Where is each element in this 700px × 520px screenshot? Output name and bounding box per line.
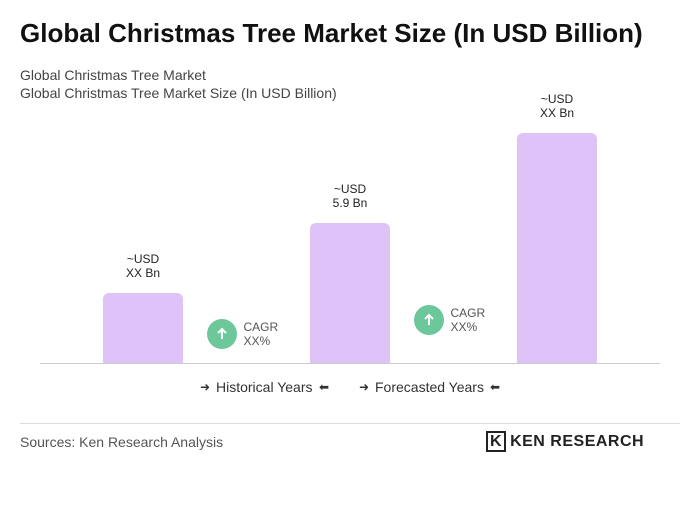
cagr-icon bbox=[413, 305, 444, 335]
logo-text: KEN RESEARCH bbox=[510, 433, 645, 450]
bar bbox=[103, 293, 183, 363]
arrow-icon: ⬅ bbox=[319, 380, 330, 394]
value-label: ~USD XX Bn bbox=[539, 92, 575, 121]
subtitle: Global Christmas Tree Market bbox=[20, 67, 206, 83]
arrow-icon: ➜ bbox=[200, 380, 211, 394]
divider bbox=[20, 423, 680, 424]
arrow-icon: ⬅ bbox=[490, 380, 501, 394]
source: Sources: Ken Research Analysis bbox=[20, 434, 224, 450]
period-label: Forecasted Years bbox=[375, 379, 484, 395]
cagr-label: CAGR XX% bbox=[243, 320, 279, 348]
cagr-label: CAGR XX% bbox=[450, 306, 486, 334]
period-label: Historical Years bbox=[216, 379, 313, 395]
value-label: ~USD XX Bn bbox=[125, 252, 161, 281]
arrow-icon: ➜ bbox=[359, 380, 370, 394]
bar bbox=[310, 223, 390, 363]
logo: K KEN RESEARCH bbox=[486, 431, 645, 452]
logo-icon: K bbox=[486, 431, 507, 452]
value-label: ~USD 5.9 Bn bbox=[332, 182, 368, 211]
baseline bbox=[40, 363, 660, 364]
up-arrow bbox=[423, 313, 434, 325]
bar bbox=[517, 133, 597, 363]
up-arrow bbox=[216, 327, 227, 339]
cagr-icon bbox=[206, 319, 237, 349]
subtitle: Global Christmas Tree Market Size (In US… bbox=[20, 85, 337, 101]
chart-title: Global Christmas Tree Market Size (In US… bbox=[20, 18, 643, 48]
